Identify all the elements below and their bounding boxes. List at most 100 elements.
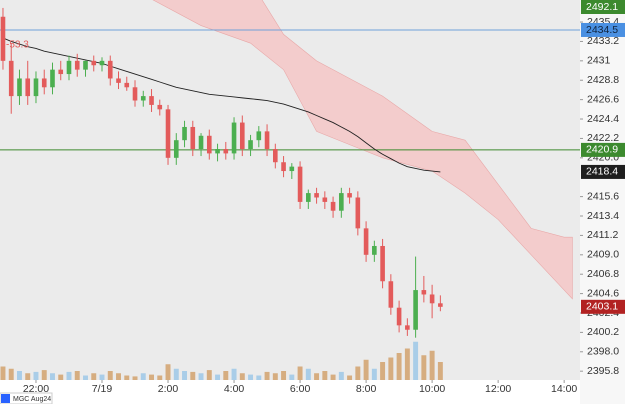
x-tick-label: 4:00 [224,383,245,395]
volume-bar [25,373,31,380]
volume-bar [182,371,188,380]
candle-body [248,140,253,150]
price-label-box [581,0,625,14]
candle-body [140,96,146,101]
candle-body [198,135,204,150]
candle-body [206,135,212,154]
price-label: 2434.5 [586,24,618,36]
volume-bar [17,371,22,380]
volume-bar [413,341,419,380]
candle-body [429,294,435,304]
volume-bar [91,373,97,380]
candle-body [0,16,6,61]
candle-body [165,109,171,158]
volume-bar [74,371,80,380]
candle-body [173,140,179,158]
y-tick-label: 2415.6 [587,190,619,202]
candle-body [322,197,328,202]
candle-body [157,104,163,110]
price-label: 2492.1 [586,1,618,13]
volume-bar [421,355,427,380]
y-tick-label: 2433.2 [587,35,619,47]
volume-bar [132,376,138,380]
candle-body [363,228,369,255]
volume-bar [380,362,386,380]
volume-bar [8,368,14,380]
x-tick-label: 14:00 [551,383,577,395]
price-label-box [581,22,625,37]
price-label-box [581,142,625,157]
instrument: MGC Aug24 [13,396,51,403]
volume-bar [330,374,336,380]
candle-body [215,149,220,154]
y-tick-label: 2400.2 [587,326,619,338]
x-tick-label: 7/19 [92,383,113,395]
volume-bar [281,371,287,380]
candle-body [50,69,55,88]
volume-bar [206,370,212,380]
volume-bar [396,353,402,380]
badge-icon [1,394,10,403]
candle-body [281,162,286,172]
candle-body [372,245,377,255]
y-tick-label: 2395.8 [587,365,619,377]
candle-body [438,303,443,307]
candle-body [116,78,121,83]
x-tick-label: 6:00 [290,383,311,395]
candle-body [124,82,130,88]
volume-bar [33,371,39,380]
candle-body [330,201,336,211]
legend-value: -53.3 [6,40,29,51]
candle-body [421,290,427,295]
volume-bar [83,375,88,380]
volume-bar [429,350,435,380]
y-tick-label: 2413.4 [587,210,619,222]
candle-body [25,78,31,97]
y-tick-label: 2431 [587,55,611,67]
price-label-box [581,164,625,179]
volume-bar [66,371,72,380]
volume-bar [355,366,361,380]
y-tick-label: 2409.0 [587,249,619,261]
y-tick-label: 2406.8 [587,268,619,280]
volume-bar [305,368,311,380]
candle-body [380,245,385,282]
volume-bar [50,373,55,380]
volume-bar [297,366,303,380]
y-tick-label: 2404.6 [587,287,619,299]
volume-bar [215,374,221,380]
volume-bar [116,373,121,380]
candle-body [107,60,113,79]
candle-body [396,307,402,326]
candle-body [8,60,14,97]
volume-bar [58,374,64,380]
volume-bar [149,374,154,380]
candle-body [314,193,319,198]
volume-bar [190,371,196,380]
candle-body [33,78,39,97]
volume-bar [363,359,369,380]
volume-bar [388,357,394,380]
y-tick-label: 2411.2 [587,229,618,241]
candle-body [339,193,344,211]
volume-bar [248,374,254,380]
candle-body [190,126,196,150]
price-label: 2418.4 [586,166,618,178]
candle-body [182,126,187,141]
x-tick-label: 2:00 [158,383,179,395]
volume-bar [140,373,146,380]
volume-bar [404,348,410,380]
y-tick-label: 2428.8 [587,74,619,86]
candle-body [66,60,72,75]
candle-body [256,131,262,141]
candle-body [91,60,97,66]
price-label: 2403.1 [586,301,618,313]
candle-body [388,281,394,308]
y-tick-label: 2398.0 [587,346,619,358]
volume-bar [338,371,344,380]
price-label: 2420.9 [586,144,618,156]
x-tick-label: 22:00 [23,383,49,395]
volume-bar [124,375,130,380]
